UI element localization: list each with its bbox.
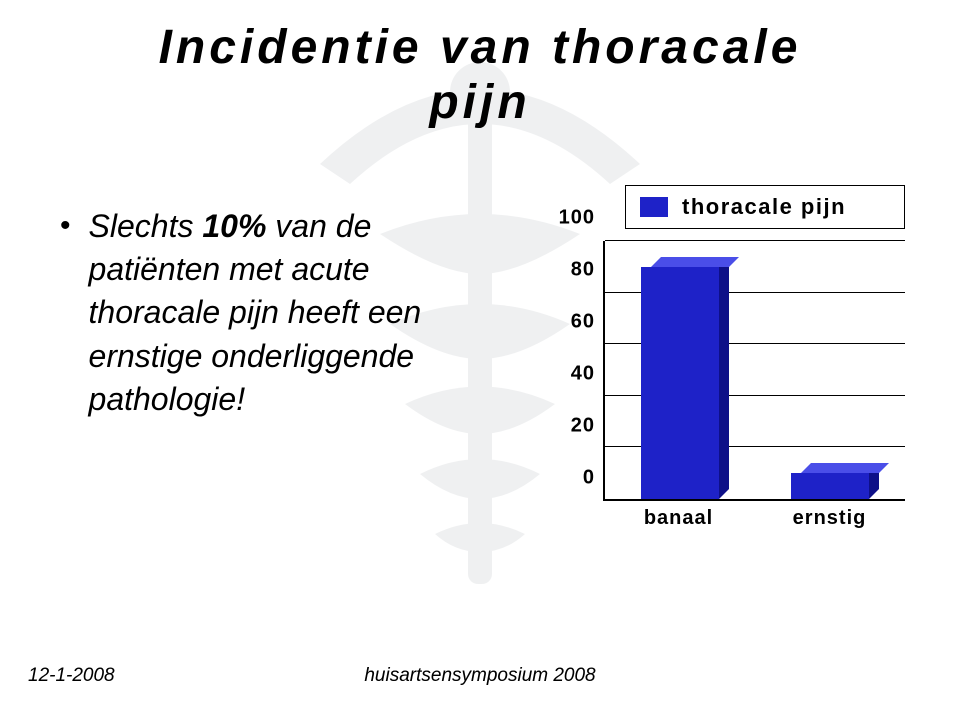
y-tick-label: 100	[559, 207, 595, 230]
footer-center: huisartsensymposium 2008 huisartsensympo…	[0, 665, 960, 687]
title-line-1: Incidentie van thoracale	[159, 21, 802, 74]
bullet-dot-icon: •	[60, 205, 71, 247]
title-line-2: pijn	[429, 76, 530, 129]
chart: thoracale pijn 0 20 40 60 80 100 banaalernsti…	[545, 185, 905, 530]
y-tick-label: 60	[571, 311, 595, 334]
y-tick-label: 40	[571, 363, 595, 386]
legend-swatch	[640, 197, 668, 217]
y-tick-label: 0	[583, 467, 595, 490]
y-tick-label: 20	[571, 415, 595, 438]
y-tick-label: 80	[571, 259, 595, 282]
legend-label: thoracale pijn	[682, 194, 846, 220]
plot-area	[603, 241, 905, 501]
bar	[641, 267, 719, 499]
bullet-block: • Slechts 10% van de patiënten met acute…	[60, 205, 460, 421]
plot-wrap: 020406080100	[545, 241, 905, 501]
x-axis: banaalernstig	[603, 501, 905, 530]
bullet-prefix: Slechts	[89, 208, 203, 244]
x-tick-label: banaal	[603, 501, 754, 530]
bar	[791, 473, 869, 499]
slide-title: Incidentie van thoracale pijn	[0, 20, 960, 130]
gridline	[605, 240, 905, 241]
bullet-emphasis: 10%	[202, 208, 266, 244]
chart-legend: thoracale pijn	[625, 185, 905, 229]
x-tick-label: ernstig	[754, 501, 905, 530]
bullet-text: Slechts 10% van de patiënten met acute t…	[89, 205, 460, 421]
y-axis: 020406080100	[545, 241, 603, 501]
